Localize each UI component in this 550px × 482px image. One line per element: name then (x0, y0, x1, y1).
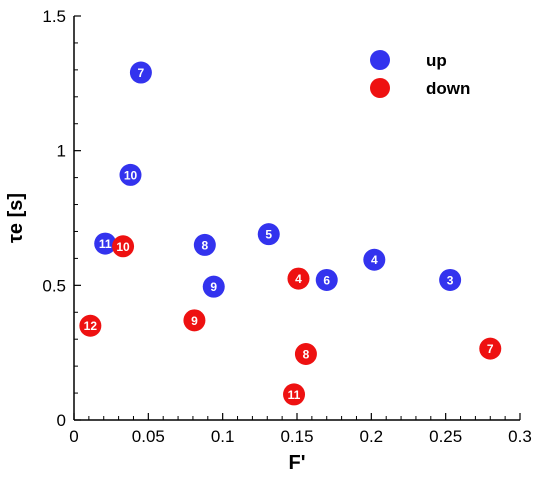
data-point-down (294, 343, 317, 366)
data-point-up (439, 268, 462, 291)
x-tick-label: 0.25 (429, 427, 462, 446)
data-point-down (183, 309, 206, 332)
x-tick-label: 0.3 (508, 427, 532, 446)
data-point-label: 6 (323, 273, 330, 287)
y-axis-title: τe [s] (5, 193, 27, 243)
data-point-up (94, 232, 117, 255)
data-point-up (193, 233, 216, 256)
data-point-label: 10 (124, 168, 138, 182)
data-point-label: 5 (265, 228, 272, 242)
x-tick-label: 0 (69, 427, 78, 446)
x-tick-label: 0.2 (360, 427, 384, 446)
data-point-up (119, 163, 142, 186)
data-point-label: 9 (210, 280, 217, 294)
ticks (73, 15, 521, 421)
data-point-label: 10 (116, 240, 130, 254)
legend-marker-down (370, 78, 390, 98)
data-point-label: 4 (295, 272, 302, 286)
data-point-down (479, 337, 502, 360)
data-point-down (112, 235, 135, 258)
x-tick-label: 0.1 (211, 427, 235, 446)
legend-marker-up (370, 50, 390, 70)
x-tick-label: 0.15 (280, 427, 313, 446)
data-point-label: 9 (191, 314, 198, 328)
y-tick-label: 0.5 (42, 276, 66, 295)
data-point-down (79, 314, 102, 337)
y-tick-label: 0 (57, 411, 66, 430)
x-axis-title: F' (289, 452, 306, 474)
data-points: 7 10 11 8 5 9 6 4 3 10 12 9 4 8 11 7 (79, 61, 502, 406)
legend: up down (370, 50, 470, 98)
data-point-down (283, 383, 306, 406)
data-point-up (129, 61, 152, 84)
data-point-label: 3 (447, 273, 454, 287)
legend-label-down: down (426, 79, 470, 98)
data-point-label: 7 (138, 66, 145, 80)
data-point-up (202, 275, 225, 298)
data-point-label: 11 (99, 237, 112, 251)
data-point-label: 4 (371, 253, 378, 267)
data-point-label: 8 (201, 238, 208, 252)
data-point-down (287, 267, 310, 290)
data-point-label: 8 (303, 348, 310, 362)
data-point-up (315, 268, 338, 291)
data-point-up (257, 223, 280, 246)
data-point-label: 11 (288, 388, 301, 402)
data-point-label: 12 (84, 319, 98, 333)
legend-label-up: up (426, 51, 447, 70)
x-tick-label: 0.05 (132, 427, 165, 446)
tick-labels: 0 0.05 0.1 0.15 0.2 0.25 0.3 0 0.5 1 1.5 (42, 7, 531, 446)
data-point-label: 7 (487, 342, 494, 356)
data-point-up (363, 248, 386, 271)
y-tick-label: 1 (57, 142, 66, 161)
y-tick-label: 1.5 (42, 7, 66, 26)
